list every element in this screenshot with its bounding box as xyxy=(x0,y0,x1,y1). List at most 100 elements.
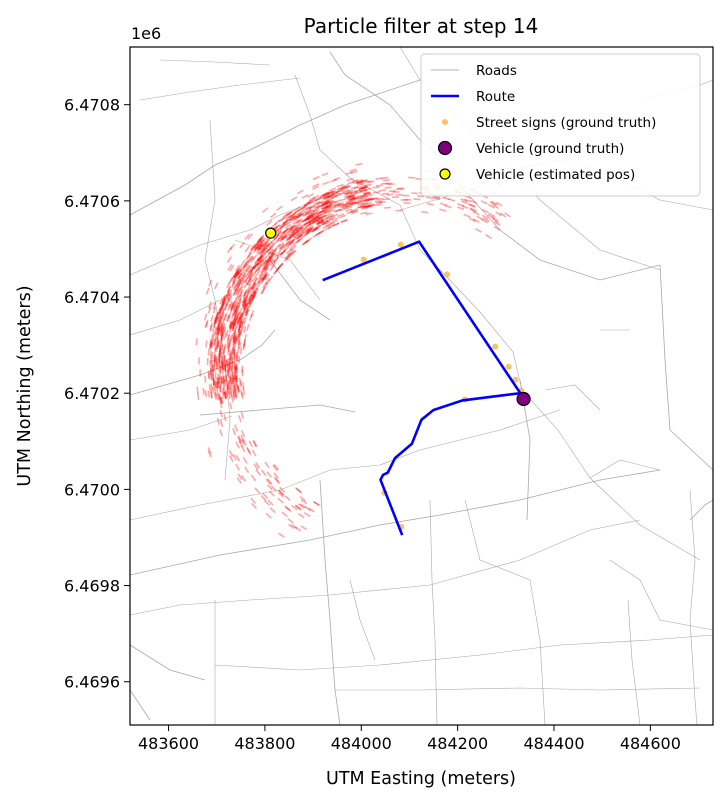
particle xyxy=(237,330,241,338)
particle xyxy=(315,201,323,207)
particle xyxy=(259,239,266,247)
particle xyxy=(214,380,217,388)
particle xyxy=(290,224,297,230)
particle xyxy=(248,248,254,255)
particle xyxy=(212,302,217,310)
particle xyxy=(481,214,489,220)
particle xyxy=(268,252,275,259)
particle xyxy=(244,233,251,240)
particle xyxy=(229,301,234,310)
particle xyxy=(321,220,329,225)
particle xyxy=(226,385,229,393)
particle xyxy=(323,205,331,211)
particle xyxy=(219,410,223,418)
particle xyxy=(461,200,469,205)
particle xyxy=(224,303,228,311)
particle xyxy=(307,214,314,220)
particle xyxy=(275,230,282,237)
particle xyxy=(323,195,331,200)
particle xyxy=(242,289,248,297)
particle xyxy=(372,191,381,194)
particle xyxy=(307,215,315,221)
particle xyxy=(285,234,293,241)
particle xyxy=(257,276,263,284)
particle xyxy=(242,298,247,306)
particle xyxy=(357,182,365,186)
road-segment xyxy=(429,499,438,725)
particle xyxy=(241,391,244,400)
particle xyxy=(210,383,213,391)
particle xyxy=(224,391,228,399)
particle xyxy=(232,322,236,330)
particle xyxy=(262,247,268,254)
particle xyxy=(273,224,280,231)
road-segment xyxy=(159,59,271,66)
particle xyxy=(248,269,254,277)
particle xyxy=(227,341,230,350)
particle xyxy=(252,246,259,254)
particle xyxy=(329,187,337,192)
particle xyxy=(228,300,233,308)
particle xyxy=(308,218,316,223)
particle xyxy=(305,213,313,219)
particle xyxy=(260,469,267,477)
particle xyxy=(364,180,372,184)
particle xyxy=(219,380,222,388)
particle xyxy=(226,314,230,322)
particle xyxy=(472,218,480,224)
particle xyxy=(228,321,233,329)
particle xyxy=(264,264,270,272)
particle xyxy=(227,293,232,301)
particle xyxy=(283,233,291,240)
particle xyxy=(213,338,217,346)
particle xyxy=(312,500,320,506)
particle xyxy=(355,162,363,166)
particle xyxy=(233,384,236,393)
particle xyxy=(282,246,290,253)
particle xyxy=(279,243,286,250)
particle xyxy=(322,201,330,206)
particle xyxy=(341,197,349,202)
particle xyxy=(359,194,367,198)
particle xyxy=(277,263,284,270)
particle xyxy=(261,274,268,282)
particle xyxy=(330,194,338,199)
particle xyxy=(325,215,333,220)
particle xyxy=(323,209,331,214)
particle xyxy=(204,389,208,397)
particle xyxy=(218,384,222,392)
particle xyxy=(303,238,310,245)
particle xyxy=(249,266,255,274)
particle xyxy=(312,209,320,215)
particle xyxy=(237,272,243,280)
particle xyxy=(361,201,369,205)
particle xyxy=(196,386,199,394)
particle xyxy=(234,271,240,279)
particle xyxy=(463,213,471,218)
particle xyxy=(348,201,356,205)
legend-label: Route xyxy=(476,89,515,105)
particle xyxy=(235,463,241,471)
particle xyxy=(226,314,231,323)
particle xyxy=(250,244,257,251)
legend: Roads Route Street signs (ground truth) Veh… xyxy=(420,53,701,197)
particle xyxy=(264,461,270,469)
particle xyxy=(304,506,312,512)
particle xyxy=(482,208,490,214)
particle xyxy=(221,326,225,335)
particle xyxy=(231,323,236,332)
particle xyxy=(242,269,248,277)
particle xyxy=(251,275,257,282)
particle xyxy=(229,264,235,272)
particle xyxy=(326,194,334,199)
particle xyxy=(222,381,225,389)
particle xyxy=(241,298,246,307)
particle xyxy=(348,196,356,201)
particle xyxy=(247,265,253,273)
particle xyxy=(227,344,230,352)
particle xyxy=(244,307,249,315)
particle xyxy=(304,222,312,228)
particle xyxy=(226,256,232,263)
particle xyxy=(243,281,249,289)
particle xyxy=(239,316,244,324)
